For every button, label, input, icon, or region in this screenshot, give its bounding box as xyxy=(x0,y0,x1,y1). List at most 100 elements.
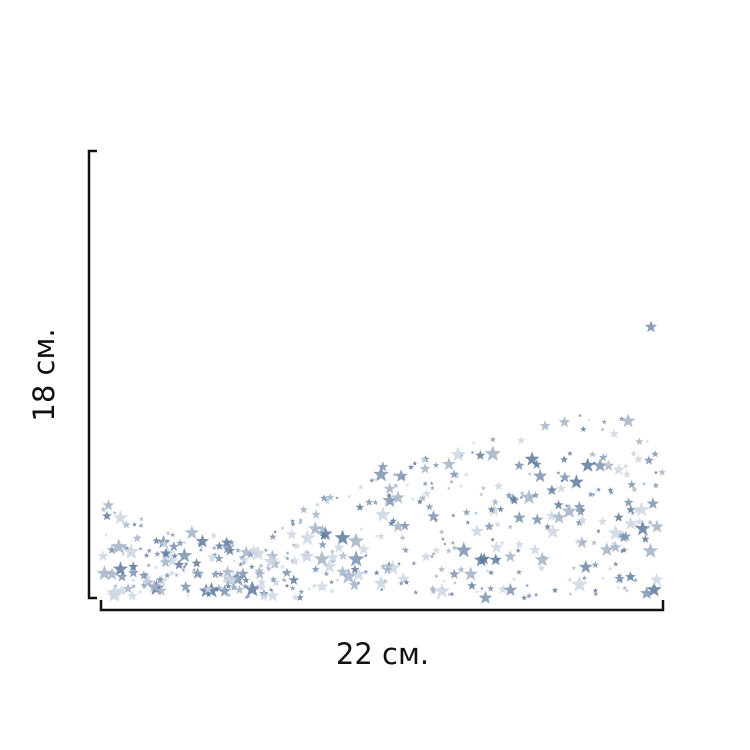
star-icon xyxy=(248,544,259,555)
star-icon xyxy=(127,590,138,601)
star-icon xyxy=(589,450,596,458)
star-icon xyxy=(408,464,414,470)
star-icon xyxy=(613,512,624,522)
star-icon xyxy=(633,454,644,464)
star-icon xyxy=(184,525,200,540)
star-icon xyxy=(131,578,136,582)
star-icon xyxy=(489,436,496,443)
star-icon xyxy=(138,546,143,551)
star-icon xyxy=(552,510,566,524)
star-icon xyxy=(635,437,644,446)
star-icon xyxy=(451,513,456,518)
star-icon xyxy=(160,548,171,558)
star-icon xyxy=(434,582,450,598)
star-icon xyxy=(451,544,458,551)
star-icon xyxy=(390,494,394,499)
star-icon xyxy=(372,499,379,505)
star-icon xyxy=(487,585,495,592)
star-icon xyxy=(507,524,513,530)
star-icon xyxy=(203,584,214,594)
star-icon xyxy=(479,492,484,497)
star-icon xyxy=(445,547,452,554)
star-icon xyxy=(570,575,588,592)
star-icon xyxy=(470,524,484,537)
star-icon xyxy=(647,519,654,525)
star-icon xyxy=(430,554,434,559)
star-icon xyxy=(577,413,582,418)
star-icon xyxy=(254,568,266,580)
star-icon xyxy=(168,569,176,576)
star-icon xyxy=(288,574,300,585)
star-icon xyxy=(463,472,469,477)
star-icon xyxy=(258,562,264,568)
star-icon xyxy=(531,459,542,469)
star-icon xyxy=(138,589,143,594)
star-icon xyxy=(508,493,518,503)
star-icon xyxy=(564,503,569,508)
star-icon xyxy=(374,506,391,522)
star-icon xyxy=(221,540,236,553)
star-icon xyxy=(635,517,644,526)
star-icon xyxy=(228,539,235,546)
star-icon xyxy=(165,530,171,536)
star-icon xyxy=(357,484,364,490)
star-icon xyxy=(320,494,328,502)
star-icon xyxy=(210,570,220,579)
star-icon xyxy=(513,460,525,471)
star-icon xyxy=(398,580,405,586)
star-icon xyxy=(499,540,505,546)
star-icon xyxy=(165,554,178,567)
star-icon xyxy=(147,579,161,593)
star-icon xyxy=(128,561,139,572)
star-icon xyxy=(102,510,112,521)
star-icon xyxy=(645,439,650,444)
star-icon xyxy=(152,536,161,545)
star-icon xyxy=(350,566,367,582)
star-icon xyxy=(285,556,290,561)
star-icon xyxy=(170,532,176,537)
star-icon xyxy=(556,483,566,493)
star-icon xyxy=(658,468,666,476)
star-icon xyxy=(623,516,638,530)
star-icon xyxy=(397,572,410,585)
star-icon xyxy=(401,475,406,480)
star-icon xyxy=(467,581,477,590)
star-icon xyxy=(640,586,654,599)
star-icon xyxy=(233,573,238,578)
star-icon xyxy=(619,549,624,554)
star-icon xyxy=(610,540,617,546)
star-icon xyxy=(291,542,297,547)
star-icon xyxy=(269,576,277,583)
star-icon xyxy=(247,584,251,589)
star-icon xyxy=(293,542,301,550)
star-icon xyxy=(438,529,445,535)
star-icon xyxy=(203,581,220,598)
star-icon xyxy=(357,543,370,555)
star-icon xyxy=(607,487,614,493)
star-icon xyxy=(100,506,107,513)
star-icon xyxy=(525,583,530,588)
star-icon xyxy=(355,502,365,511)
star-icon xyxy=(627,480,637,489)
star-icon xyxy=(282,567,293,578)
star-icon xyxy=(195,534,210,548)
star-icon xyxy=(182,540,187,545)
star-icon xyxy=(379,587,384,592)
star-icon xyxy=(324,497,329,502)
star-icon xyxy=(289,555,300,566)
star-icon xyxy=(179,580,192,592)
star-icon xyxy=(568,592,573,596)
star-icon xyxy=(191,558,202,568)
width-bracket xyxy=(99,600,665,612)
star-icon xyxy=(280,563,285,569)
star-icon xyxy=(298,518,303,523)
star-icon xyxy=(347,532,365,549)
star-icon xyxy=(517,436,526,445)
star-icon xyxy=(393,482,399,489)
star-icon xyxy=(97,550,109,561)
star-icon xyxy=(221,565,234,578)
star-icon xyxy=(490,537,495,542)
star-icon xyxy=(418,493,427,502)
star-icon xyxy=(340,567,357,584)
